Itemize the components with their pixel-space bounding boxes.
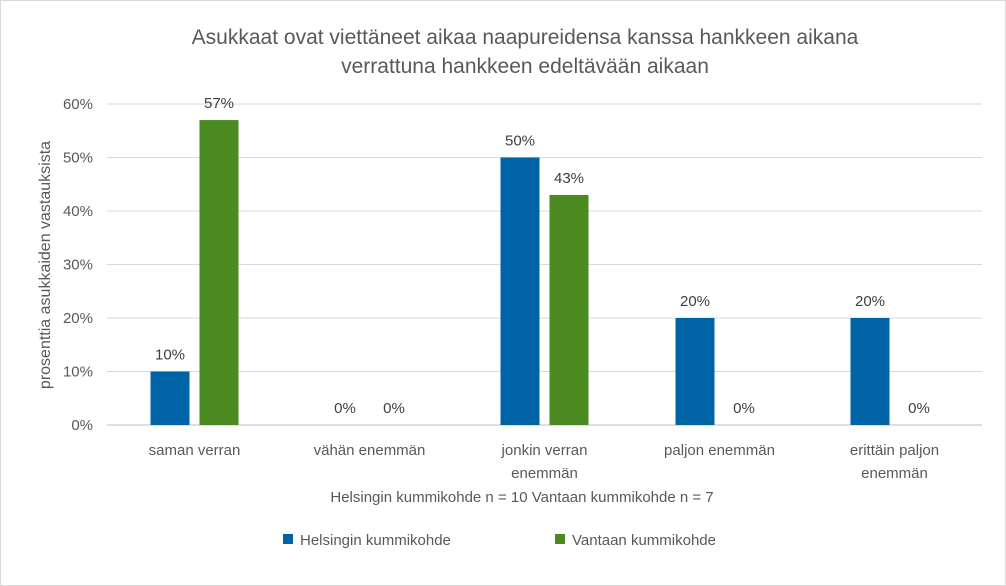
x-tick-label: paljon enemmän	[664, 442, 775, 459]
y-tick-label: 10%	[63, 364, 93, 381]
data-label: 0%	[733, 400, 755, 417]
y-axis-ticks: 0% 10% 20% 30% 40% 50% 60%	[63, 96, 93, 434]
chart-title-line: verrattuna hankkeen edeltävään aikaan	[341, 55, 709, 78]
y-tick-label: 20%	[63, 310, 93, 327]
bar	[850, 318, 890, 425]
x-tick-label: erittäin paljon	[850, 442, 939, 459]
x-axis-ticks: saman verran vähän enemmän jonkin verran en…	[149, 442, 939, 482]
y-axis-title: prosenttia asukkaiden vastauksista	[37, 141, 54, 389]
data-label: 0%	[383, 400, 405, 417]
data-labels: 10% 57% 0% 0% 50% 43% 20% 0% 20% 0%	[155, 95, 930, 417]
legend: Helsingin kummikohde Vantaan kummikohde	[283, 532, 716, 549]
x-tick-label: vähän enemmän	[314, 442, 426, 459]
y-tick-label: 40%	[63, 203, 93, 220]
legend-label: Vantaan kummikohde	[572, 532, 716, 549]
x-tick-label: saman verran	[149, 442, 241, 459]
bar	[150, 371, 190, 425]
bar	[549, 194, 589, 425]
x-tick-label: enemmän	[511, 465, 578, 482]
y-tick-label: 50%	[63, 150, 93, 167]
data-label: 0%	[334, 400, 356, 417]
chart-title: Asukkaat ovat viettäneet aikaa naapureid…	[192, 26, 859, 78]
legend-swatch	[555, 534, 565, 544]
y-tick-label: 0%	[71, 417, 93, 434]
gridlines	[107, 103, 982, 426]
y-tick-label: 60%	[63, 96, 93, 113]
data-label: 20%	[855, 293, 885, 310]
bars	[150, 120, 890, 426]
y-tick-label: 30%	[63, 257, 93, 274]
bar	[675, 318, 715, 425]
x-tick-label: enemmän	[861, 465, 928, 482]
data-label: 20%	[680, 293, 710, 310]
data-label: 10%	[155, 347, 185, 364]
legend-swatch	[283, 534, 293, 544]
data-label: 0%	[908, 400, 930, 417]
data-label: 50%	[505, 133, 535, 150]
legend-label: Helsingin kummikohde	[300, 532, 451, 549]
bar	[199, 120, 239, 426]
bar	[500, 157, 540, 425]
data-label: 57%	[204, 95, 234, 112]
chart-title-line: Asukkaat ovat viettäneet aikaa naapureid…	[192, 26, 859, 49]
data-label: 43%	[554, 170, 584, 187]
x-tick-label: jonkin verran	[501, 442, 588, 459]
x-axis-title: Helsingin kummikohde n = 10 Vantaan kumm…	[330, 489, 713, 506]
